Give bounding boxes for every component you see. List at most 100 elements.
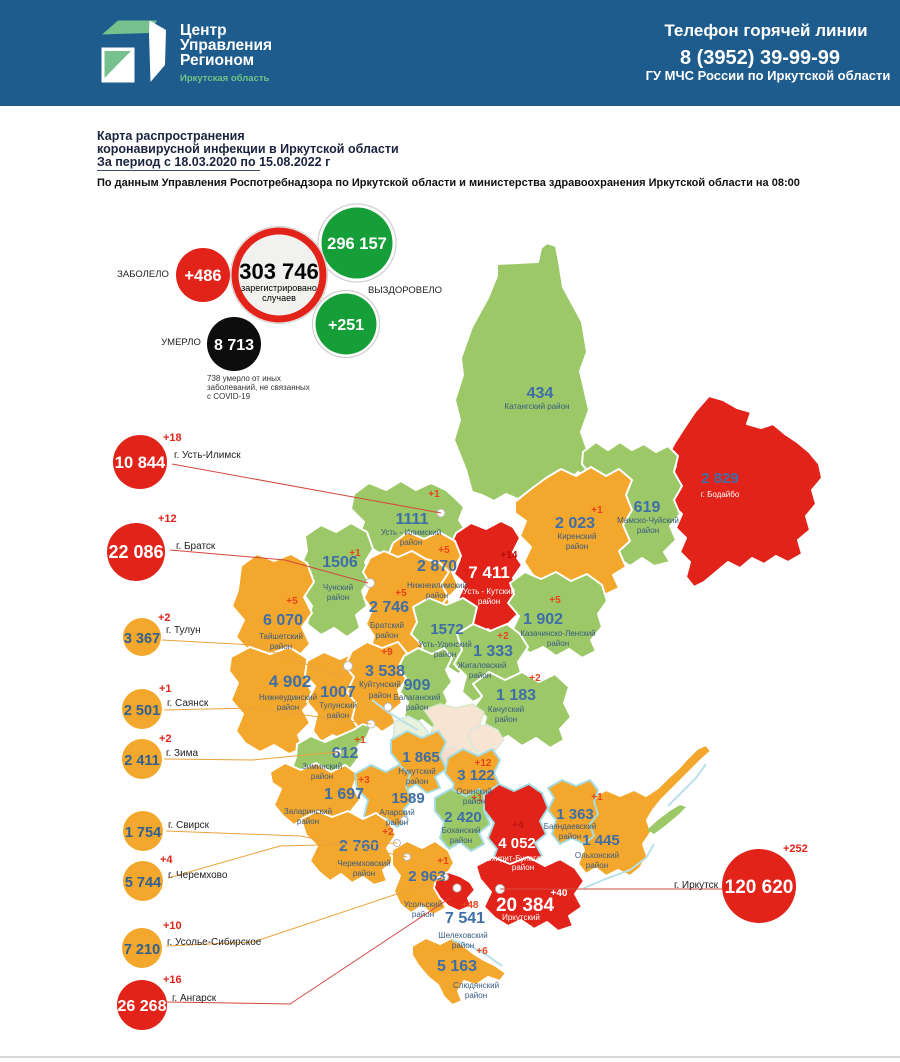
svg-text:296 157: 296 157 xyxy=(327,235,387,253)
svg-text:Нукутский: Нукутский xyxy=(398,767,435,776)
svg-text:район: район xyxy=(327,593,349,602)
svg-text:г. Усть-Илимск: г. Усть-Илимск xyxy=(174,450,241,461)
svg-text:612: 612 xyxy=(332,745,359,762)
svg-text:+5: +5 xyxy=(286,596,298,607)
svg-text:г. Братск: г. Братск xyxy=(176,541,216,552)
svg-text:г. Ангарск: г. Ангарск xyxy=(172,993,217,1004)
svg-text:1007: 1007 xyxy=(320,684,356,701)
svg-text:+6: +6 xyxy=(476,946,488,957)
svg-text:район: район xyxy=(637,526,659,535)
svg-text:г. Тулун: г. Тулун xyxy=(166,625,201,636)
svg-text:7 210: 7 210 xyxy=(124,942,160,958)
svg-text:909: 909 xyxy=(404,677,431,694)
svg-text:619: 619 xyxy=(634,499,661,516)
svg-text:Нижнеудинский: Нижнеудинский xyxy=(259,693,317,702)
svg-text:22 086: 22 086 xyxy=(108,542,163,562)
svg-text:г. Иркутск: г. Иркутск xyxy=(674,880,719,891)
svg-text:2 420: 2 420 xyxy=(444,809,482,826)
svg-text:Ольхонский: Ольхонский xyxy=(575,851,619,860)
svg-text:Киренский: Киренский xyxy=(558,532,597,541)
svg-text:4 052: 4 052 xyxy=(498,835,536,852)
svg-text:район: район xyxy=(495,715,517,724)
svg-text:5 744: 5 744 xyxy=(125,875,161,891)
svg-text:район: район xyxy=(297,817,319,826)
svg-text:Чунский: Чунский xyxy=(323,583,353,592)
svg-text:+2: +2 xyxy=(158,612,171,624)
svg-text:район: район xyxy=(547,639,569,648)
svg-text:район: район xyxy=(452,941,474,950)
svg-text:1 865: 1 865 xyxy=(402,749,440,766)
svg-text:Жигаловский: Жигаловский xyxy=(458,661,507,670)
svg-text:+5: +5 xyxy=(395,588,407,599)
svg-text:+2: +2 xyxy=(159,733,172,745)
svg-text:район: район xyxy=(463,797,485,806)
svg-text:1 754: 1 754 xyxy=(125,825,161,841)
svg-text:За период с 18.03.2020 по 15.0: За период с 18.03.2020 по 15.08.2022 г xyxy=(97,155,330,169)
svg-text:2 963: 2 963 xyxy=(408,868,446,885)
svg-text:+4: +4 xyxy=(160,854,173,866)
svg-text:ВЫЗДОРОВЕЛО: ВЫЗДОРОВЕЛО xyxy=(368,285,442,296)
svg-text:Аларский: Аларский xyxy=(379,808,414,817)
svg-text:2 870: 2 870 xyxy=(417,558,457,575)
svg-text:+251: +251 xyxy=(328,317,364,334)
svg-text:Казачинско-Ленский: Казачинско-Ленский xyxy=(520,629,595,638)
svg-text:Регионом: Регионом xyxy=(180,52,254,69)
svg-text:3 122: 3 122 xyxy=(457,767,495,784)
svg-text:2 023: 2 023 xyxy=(555,515,595,532)
svg-text:Усольский: Усольский xyxy=(404,900,442,909)
svg-text:Усть - Илимский: Усть - Илимский xyxy=(381,528,441,537)
svg-text:район: район xyxy=(450,836,472,845)
svg-text:+3: +3 xyxy=(358,775,370,786)
svg-text:2 760: 2 760 xyxy=(339,838,379,855)
svg-text:г. Усолье-Сибирское: г. Усолье-Сибирское xyxy=(167,936,262,948)
svg-text:Куйтунский: Куйтунский xyxy=(359,680,401,689)
svg-text:Усть-Удинский: Усть-Удинский xyxy=(418,640,472,649)
svg-text:+9: +9 xyxy=(381,647,393,658)
svg-text:случаев: случаев xyxy=(262,293,296,303)
svg-text:Братский: Братский xyxy=(370,621,404,630)
svg-text:По данным Управления Роспотреб: По данным Управления Роспотребнадзора по… xyxy=(97,177,800,189)
svg-text:8 713: 8 713 xyxy=(214,337,254,354)
svg-text:Иркутская область: Иркутская область xyxy=(180,73,270,84)
svg-text:2 746: 2 746 xyxy=(369,599,409,616)
svg-text:район: район xyxy=(510,923,532,932)
svg-text:+10: +10 xyxy=(163,920,182,932)
svg-text:район: район xyxy=(559,832,581,841)
svg-text:Карта распространения: Карта распространения xyxy=(97,129,245,143)
svg-text:6 070: 6 070 xyxy=(263,612,303,629)
svg-text:+4: +4 xyxy=(512,820,524,831)
svg-text:УМЕРЛО: УМЕРЛО xyxy=(161,337,201,348)
svg-text:Тайшетский: Тайшетский xyxy=(259,632,303,641)
svg-text:с COVID-19: с COVID-19 xyxy=(207,392,251,401)
svg-text:г. Саянск: г. Саянск xyxy=(167,698,209,709)
svg-text:район: район xyxy=(311,772,333,781)
svg-text:район: район xyxy=(406,777,428,786)
svg-text:+5: +5 xyxy=(438,545,450,556)
svg-text:+5: +5 xyxy=(549,595,561,606)
svg-text:район: район xyxy=(353,869,375,878)
svg-text:1 697: 1 697 xyxy=(324,786,364,803)
svg-text:+18: +18 xyxy=(163,432,182,444)
svg-text:ГУ МЧС России по Иркутской обл: ГУ МЧС России по Иркутской области xyxy=(646,68,891,83)
svg-text:Боханский: Боханский xyxy=(442,826,481,835)
svg-text:3 367: 3 367 xyxy=(124,631,160,647)
svg-text:1 902: 1 902 xyxy=(523,611,563,628)
svg-text:Слюдянский: Слюдянский xyxy=(453,981,499,990)
svg-text:1589: 1589 xyxy=(391,790,424,807)
svg-text:+16: +16 xyxy=(163,974,182,986)
svg-text:1 445: 1 445 xyxy=(582,832,620,849)
svg-text:Балаганский: Балаганский xyxy=(394,693,441,702)
svg-text:+14: +14 xyxy=(501,550,518,561)
svg-text:434: 434 xyxy=(527,385,554,402)
svg-text:+2: +2 xyxy=(497,631,509,642)
svg-text:7 541: 7 541 xyxy=(445,910,485,927)
svg-text:Эхирит-Булагатский: Эхирит-Булагатский xyxy=(486,854,561,863)
svg-text:район: район xyxy=(465,991,487,1000)
svg-text:район: район xyxy=(369,691,391,700)
svg-text:Управления: Управления xyxy=(180,37,272,54)
svg-text:10 844: 10 844 xyxy=(115,454,166,472)
svg-text:4 902: 4 902 xyxy=(269,672,312,691)
svg-text:район: район xyxy=(412,910,434,919)
svg-text:район: район xyxy=(400,538,422,547)
svg-text:Осинский: Осинский xyxy=(456,787,492,796)
